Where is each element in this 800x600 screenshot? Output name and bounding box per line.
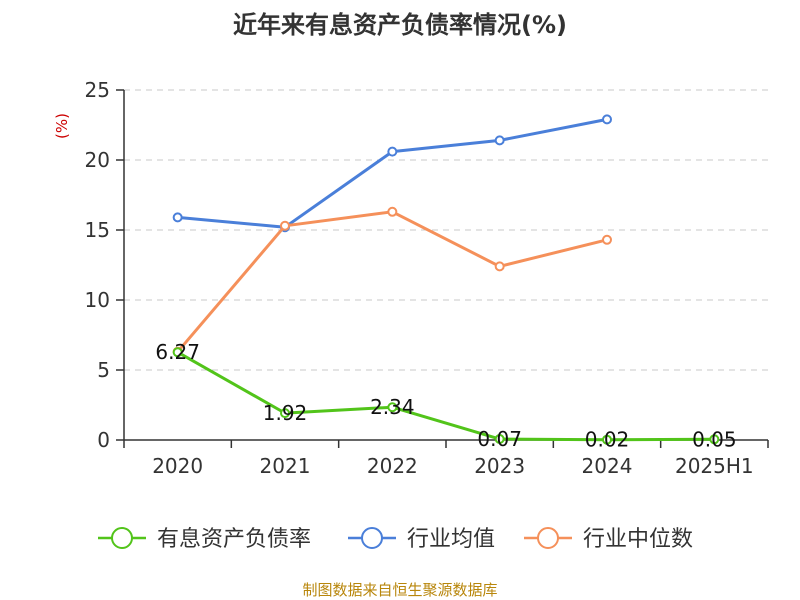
series-line-0: [176, 350, 715, 442]
point-s0-2025H1[interactable]: [709, 434, 720, 445]
data-label-2023: 0.07: [477, 427, 522, 451]
axes: [123, 90, 768, 441]
source-note: 制图数据来自恒生聚源数据库: [302, 581, 497, 599]
data-label-2022: 2.34: [370, 395, 415, 419]
data-label-2021: 1.92: [263, 401, 308, 425]
point-s0-2023[interactable]: [494, 434, 505, 445]
legend-label-industry-median: 行业中位数: [583, 527, 693, 552]
legend-marker-industry-mean: [361, 527, 383, 549]
y-tick-label-20: 20: [85, 148, 110, 172]
data-label-2025H1: 0.05: [692, 427, 737, 451]
point-s1-2022[interactable]: [387, 146, 398, 157]
x-tick-label-2023: 2023: [474, 454, 525, 478]
y-axis-ticks: 0 5 10 15 20 25: [85, 78, 124, 452]
x-tick-label-2022: 2022: [367, 454, 418, 478]
legend-label-industry-mean: 行业均值: [407, 527, 495, 552]
x-tick-label-2024: 2024: [582, 454, 633, 478]
x-tick-label-2021: 2021: [260, 454, 311, 478]
point-s0-2022[interactable]: [387, 402, 398, 413]
point-s2-2022[interactable]: [387, 206, 398, 217]
legend-item-interest-debt[interactable]: 有息资产负债率: [98, 527, 311, 552]
legend: 有息资产负债率 行业均值 行业中位数: [98, 527, 693, 552]
point-s1-2023[interactable]: [494, 135, 505, 146]
point-s2-2021[interactable]: [280, 220, 290, 231]
series-lines: [172, 114, 720, 445]
legend-item-industry-mean[interactable]: 行业均值: [348, 527, 495, 552]
y-tick-label-10: 10: [85, 288, 110, 312]
legend-marker-interest-debt: [111, 527, 133, 549]
y-tick-label-15: 15: [85, 218, 110, 242]
data-label-2020: 6.27: [155, 340, 200, 364]
point-s1-2020[interactable]: [172, 212, 183, 223]
y-tick-label-5: 5: [97, 358, 110, 382]
point-s0-2024[interactable]: [602, 434, 612, 445]
x-tick-label-2020: 2020: [152, 454, 203, 478]
y-axis-unit: (%): [53, 113, 71, 139]
legend-marker-industry-median: [537, 527, 559, 549]
data-label-2024: 0.02: [585, 428, 630, 452]
point-s0-2020[interactable]: [172, 347, 183, 358]
data-labels: 6.27 1.92 2.34 0.07 0.02 0.05: [155, 340, 736, 452]
grid-lines: [124, 89, 768, 371]
legend-item-industry-median[interactable]: 行业中位数: [524, 527, 693, 552]
point-s1-2024[interactable]: [602, 114, 612, 125]
series-line-2: [176, 210, 608, 353]
point-s2-2023[interactable]: [494, 261, 505, 272]
legend-label-interest-debt: 有息资产负债率: [157, 527, 311, 552]
chart-title: 近年来有息资产负债率情况(%): [233, 11, 567, 39]
x-axis-ticks: 2020 2021 2022 2023 2024 2025H1: [123, 440, 769, 478]
y-tick-label-25: 25: [85, 78, 110, 102]
x-tick-label-2025H1: 2025H1: [675, 454, 754, 478]
point-s0-2021[interactable]: [280, 408, 290, 419]
point-s2-2024[interactable]: [602, 234, 612, 245]
y-tick-label-0: 0: [97, 428, 110, 452]
